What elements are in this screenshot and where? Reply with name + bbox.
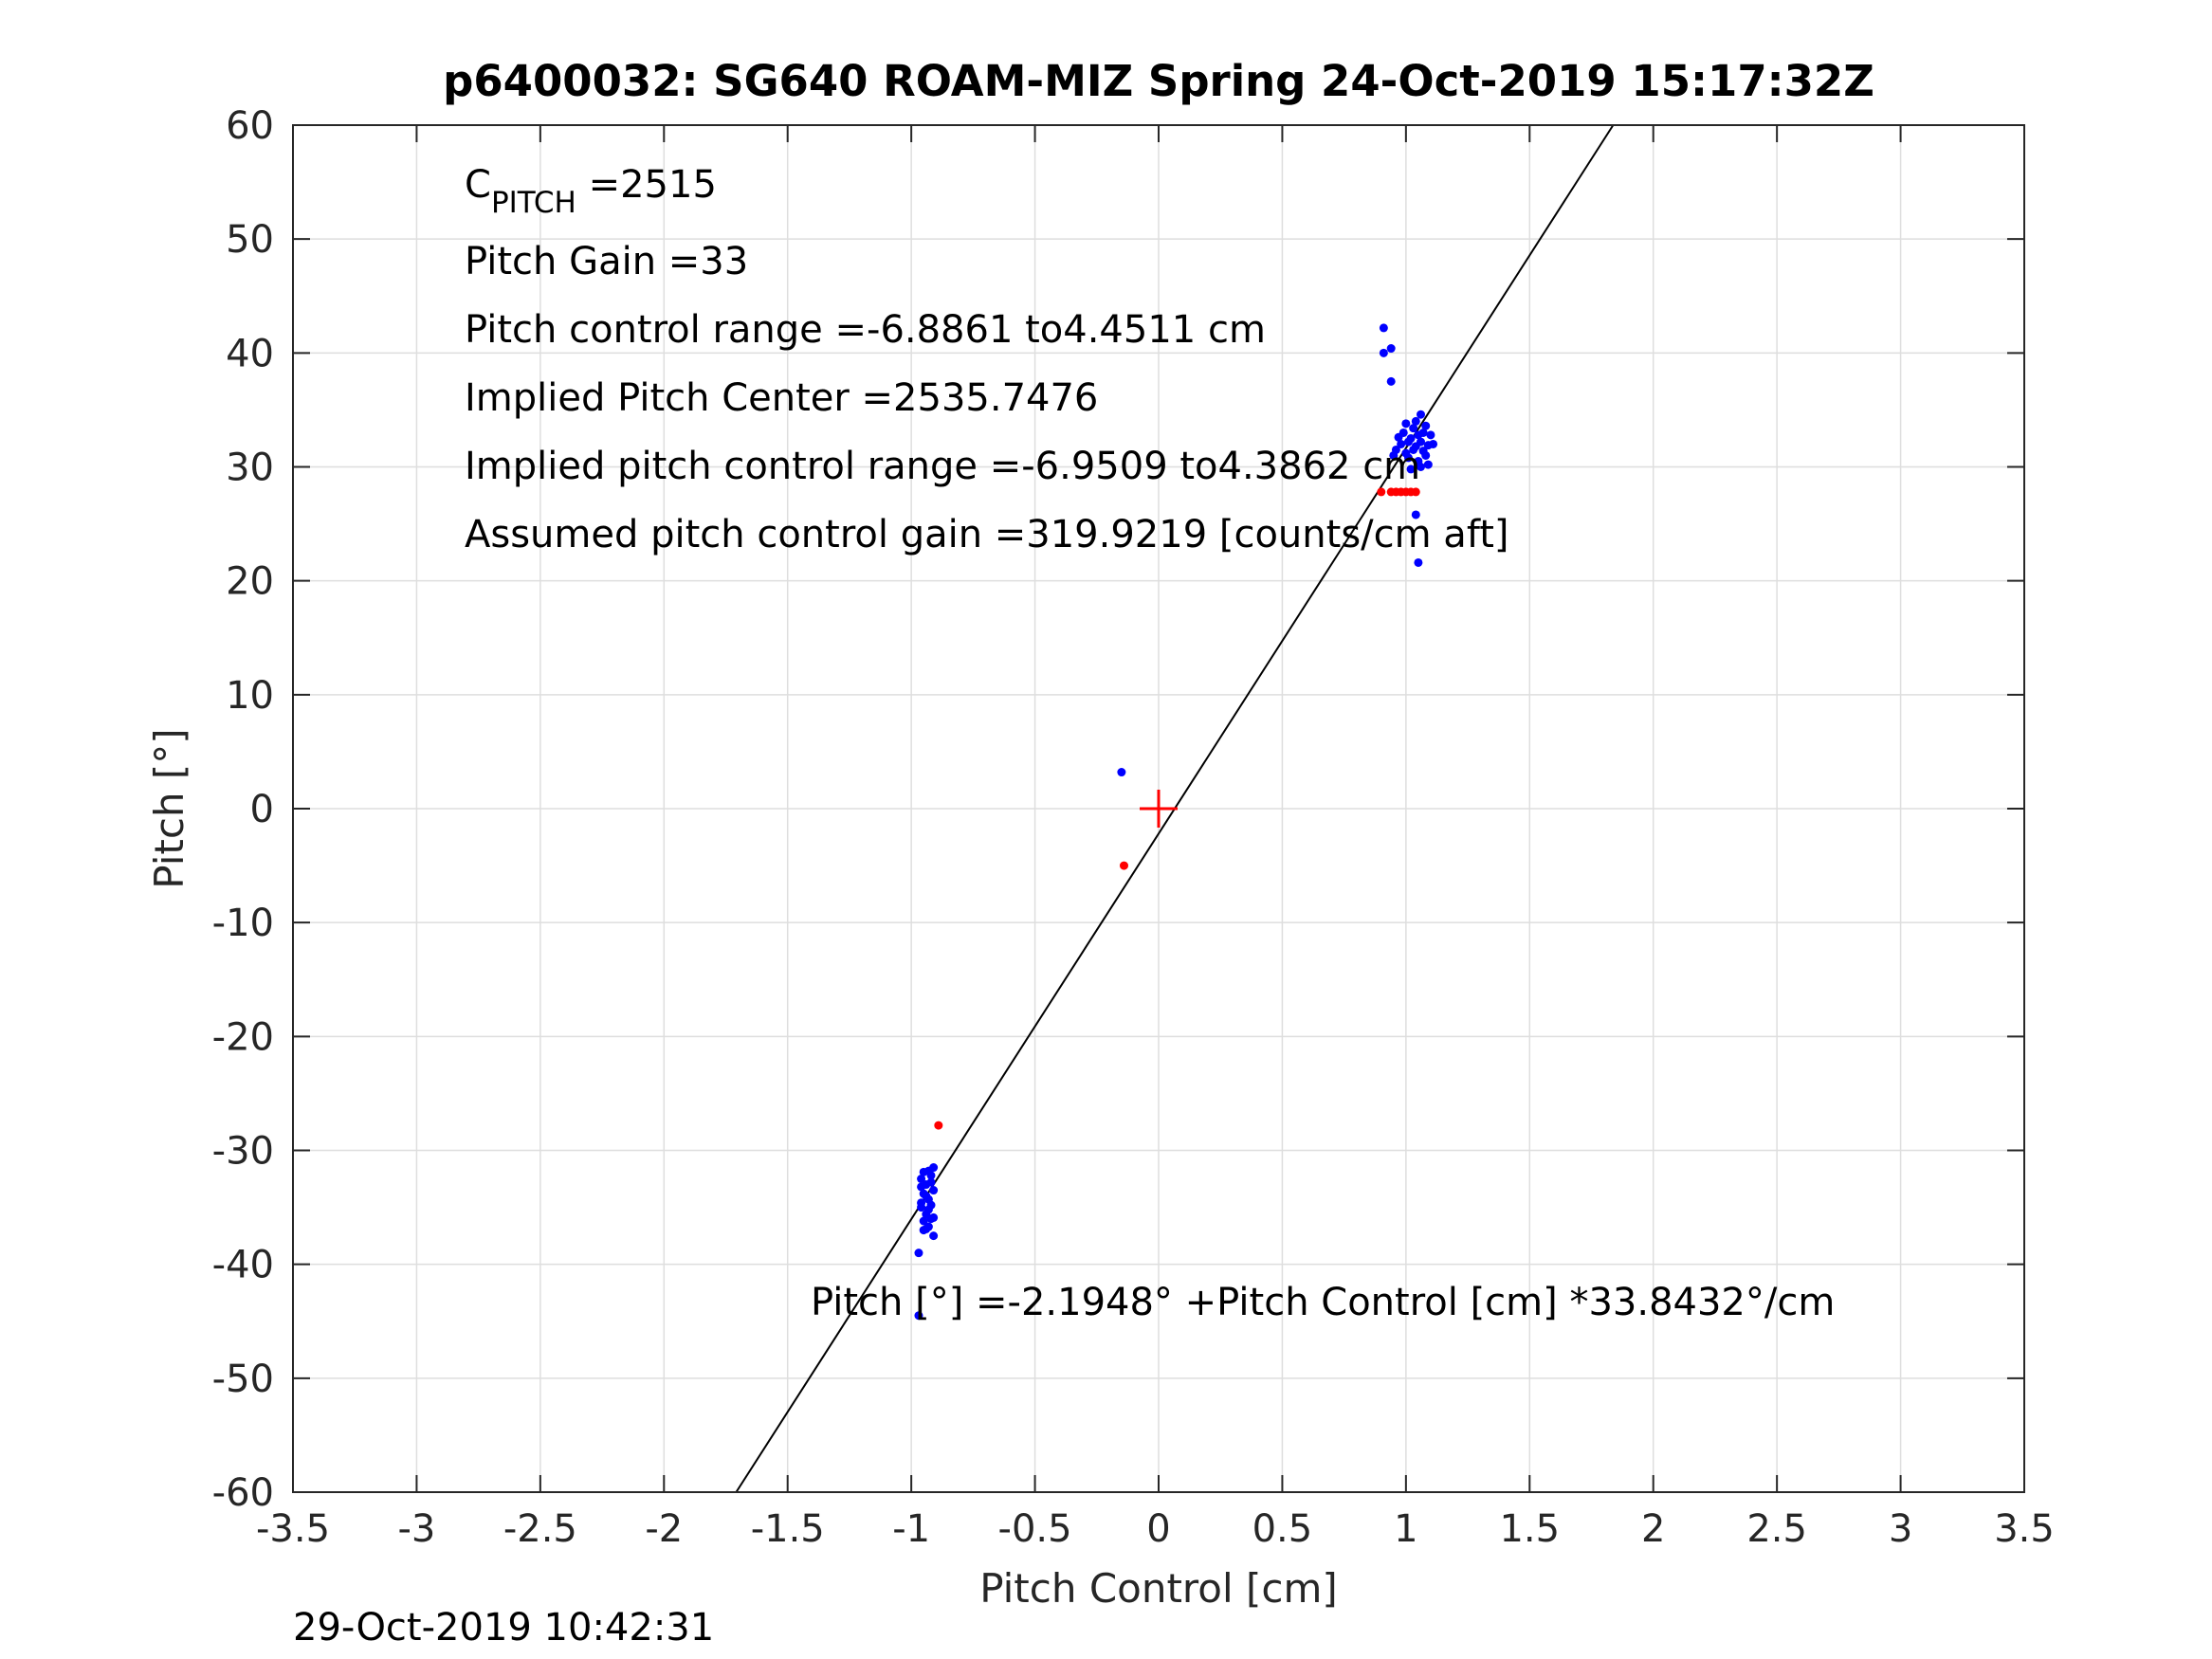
- x-axis-label: Pitch Control [cm]: [979, 1565, 1338, 1612]
- x-tick-label: 2: [1641, 1507, 1665, 1551]
- annotation-c-pitch-sub: PITCH: [491, 186, 576, 220]
- data-point-blue: [1409, 424, 1418, 433]
- data-point-blue: [1417, 437, 1426, 447]
- data-point-blue: [1394, 432, 1403, 442]
- y-tick-label: 40: [226, 332, 274, 375]
- data-point-blue: [914, 1311, 923, 1321]
- data-point-blue: [917, 1182, 926, 1192]
- annotation-implied-pitch-center: Implied Pitch Center =2535.7476: [465, 376, 1098, 420]
- data-point-red: [1119, 861, 1128, 870]
- x-tick-label: -1: [892, 1507, 930, 1551]
- y-tick-label: -60: [212, 1471, 274, 1515]
- data-point-blue: [1403, 437, 1413, 447]
- data-point-blue: [1411, 510, 1420, 520]
- data-point-red: [1411, 487, 1420, 497]
- x-tick-label: 0: [1146, 1507, 1170, 1551]
- data-point-blue: [929, 1163, 939, 1173]
- x-tick-label: -3.5: [256, 1507, 330, 1551]
- x-tick-label: -3: [397, 1507, 435, 1551]
- data-point-blue: [1414, 430, 1423, 440]
- y-tick-label: 20: [226, 560, 274, 604]
- data-point-blue: [1411, 416, 1420, 426]
- data-point-blue: [1423, 441, 1433, 450]
- data-point-blue: [922, 1192, 931, 1201]
- annotation-c-pitch: CPITCH =2515: [465, 163, 717, 220]
- data-point-blue: [1418, 447, 1428, 456]
- y-tick-label: -20: [212, 1015, 274, 1059]
- y-axis-label: Pitch [°]: [146, 728, 192, 888]
- annotation-assumed-gain: Assumed pitch control gain =319.9219 [co…: [465, 513, 1508, 556]
- data-point-blue: [922, 1224, 931, 1233]
- x-tick-label: 0.5: [1252, 1507, 1313, 1551]
- data-point-blue: [1403, 453, 1413, 463]
- x-tick-label: -2.5: [503, 1507, 577, 1551]
- axis-ticks: -3.5 -3 -2.5 -2 -1.5 -1 -0.5 0 0.5 1 1.5 2 2.5 3 3.5 -6…: [212, 104, 2055, 1551]
- data-point-blue: [914, 1249, 923, 1258]
- y-tick-label: 0: [250, 788, 274, 831]
- data-point-red: [934, 1121, 943, 1130]
- data-point-blue: [1386, 344, 1396, 354]
- x-tick-label: 2.5: [1746, 1507, 1807, 1551]
- data-point-blue: [926, 1177, 936, 1187]
- annotation-c-pitch-main: C: [465, 163, 491, 207]
- y-tick-label: 50: [226, 218, 274, 262]
- y-tick-label: -50: [212, 1358, 274, 1401]
- x-tick-label: -1.5: [751, 1507, 825, 1551]
- data-point-blue: [1423, 460, 1433, 469]
- data-point-blue: [1406, 465, 1416, 474]
- timestamp: 29-Oct-2019 10:42:31: [293, 1606, 714, 1650]
- y-tick-label: 10: [226, 674, 274, 718]
- data-point-blue: [919, 1167, 928, 1176]
- data-point-blue: [929, 1186, 939, 1195]
- y-tick-label: -40: [212, 1244, 274, 1287]
- data-point-blue: [1414, 557, 1423, 567]
- data-point-blue: [1117, 768, 1126, 777]
- annotation-implied-pitch-control-range: Implied pitch control range =-6.9509 to4…: [465, 445, 1420, 488]
- x-tick-label: 3: [1889, 1507, 1912, 1551]
- data-point-blue: [1417, 410, 1426, 419]
- annotation-c-pitch-value: =2515: [576, 163, 717, 207]
- data-point-blue: [919, 1216, 928, 1226]
- x-tick-label: -2: [645, 1507, 683, 1551]
- center-marker: [1140, 790, 1178, 828]
- data-point-blue: [926, 1214, 936, 1224]
- annotation-pitch-control-range: Pitch control range =-6.8861 to4.4511 cm: [465, 308, 1266, 352]
- chart-title: p6400032: SG640 ROAM-MIZ Spring 24-Oct-2…: [443, 56, 1874, 106]
- y-tick-label: -30: [212, 1130, 274, 1174]
- data-point-blue: [1379, 323, 1388, 333]
- data-point-blue: [1401, 419, 1411, 428]
- data-point-blue: [1386, 376, 1396, 386]
- data-point-red: [1377, 487, 1386, 497]
- data-point-blue: [1379, 348, 1388, 357]
- annotation-pitch-gain: Pitch Gain =33: [465, 240, 748, 283]
- data-point-blue: [1409, 445, 1418, 454]
- x-tick-label: 3.5: [1994, 1507, 2055, 1551]
- annotation-fit-equation: Pitch [°] =-2.1948° +Pitch Control [cm] …: [811, 1281, 1835, 1324]
- data-point-blue: [1426, 430, 1435, 440]
- data-point-blue: [929, 1231, 939, 1241]
- data-point-blue: [1389, 450, 1398, 460]
- y-tick-label: 60: [226, 104, 274, 148]
- data-point-blue: [923, 1205, 933, 1214]
- data-point-blue: [1417, 463, 1426, 471]
- data-point-blue: [917, 1198, 926, 1208]
- x-tick-label: 1.5: [1499, 1507, 1560, 1551]
- data-point-blue: [1421, 421, 1431, 430]
- y-tick-label: -10: [212, 902, 274, 945]
- data-points: [914, 323, 1438, 1321]
- x-tick-label: 1: [1394, 1507, 1417, 1551]
- data-point-blue: [1397, 439, 1406, 448]
- data-point-blue: [917, 1175, 926, 1184]
- y-tick-label: 30: [226, 447, 274, 490]
- x-tick-label: -0.5: [998, 1507, 1072, 1551]
